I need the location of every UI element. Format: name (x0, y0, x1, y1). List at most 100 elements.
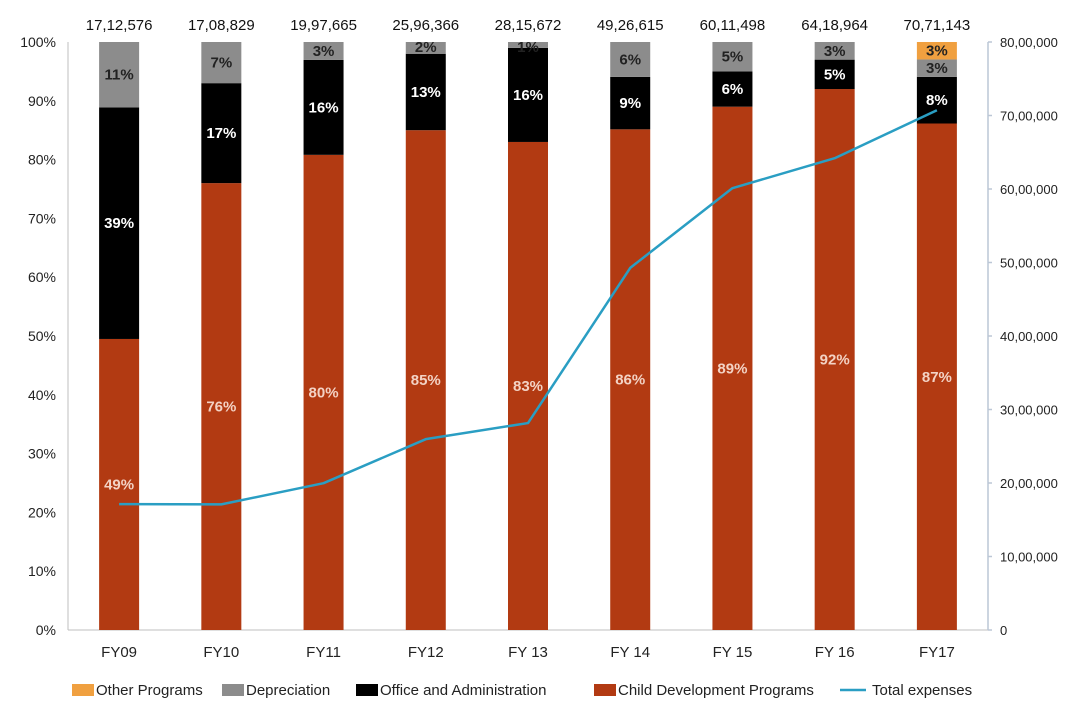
segment-value-label: 17% (206, 125, 236, 142)
right-tick-label: 60,00,000 (1000, 182, 1058, 197)
bar-segment (201, 83, 242, 184)
segment-value-label: 2% (415, 39, 437, 56)
bar-segment (508, 47, 548, 142)
segment-value-label: 3% (824, 43, 846, 60)
right-tick-label: 80,00,000 (1000, 35, 1058, 50)
legend-label: Office and Administration (380, 682, 546, 699)
segment-value-label: 5% (824, 66, 846, 83)
segment-value-label: 92% (820, 352, 850, 369)
total-value-label: 25,96,366 (392, 17, 459, 34)
segment-value-label: 76% (206, 399, 236, 416)
bar-segment (99, 42, 140, 108)
bar-segment (303, 154, 344, 630)
segment-value-label: 85% (411, 372, 441, 389)
right-y-axis: 0 10,00,000 20,00,000 30,00,000 40,00,000 50,… (987, 35, 1058, 638)
total-value-label: 60,11,498 (700, 17, 766, 34)
segment-value-label: 13% (411, 84, 441, 101)
right-tick-label: 40,00,000 (1000, 329, 1058, 344)
segment-value-label: 3% (313, 43, 335, 60)
bar-segment (508, 141, 548, 630)
bar-segment (201, 42, 242, 84)
left-tick-label: 90% (28, 93, 56, 109)
legend-swatch (594, 684, 616, 696)
left-tick-label: 70% (28, 210, 56, 226)
right-tick-label: 20,00,000 (1000, 476, 1058, 491)
bar-segment (712, 106, 753, 631)
total-value-label: 28,15,672 (495, 17, 562, 34)
category-label: FY10 (203, 644, 239, 661)
bar-segment (610, 42, 651, 77)
bar-segment (916, 59, 957, 77)
total-labels-group: 17,12,576 17,08,829 19,97,665 25,96,366 28,1… (86, 17, 971, 34)
total-expenses-line-group (119, 109, 938, 506)
segment-value-label: 6% (619, 51, 641, 68)
total-value-label: 17,08,829 (188, 17, 255, 34)
category-label: FY 15 (713, 644, 753, 661)
category-label: FY09 (101, 644, 137, 661)
total-value-label: 64,18,964 (801, 17, 868, 34)
bar-segment (99, 107, 140, 339)
segment-value-label: 1% (517, 39, 539, 56)
segment-value-label: 3% (926, 60, 948, 77)
legend-swatch (222, 684, 244, 696)
right-tick-label: 30,00,000 (1000, 403, 1058, 418)
bar-segment (916, 42, 957, 60)
segment-value-label: 9% (619, 95, 641, 112)
legend-label: Child Development Programs (618, 682, 814, 699)
segment-value-label: 3% (926, 43, 948, 60)
bars-group (99, 42, 957, 631)
bar-segment (814, 42, 855, 60)
segment-value-label: 39% (104, 215, 134, 232)
left-tick-label: 20% (28, 504, 56, 520)
total-value-label: 70,71,143 (904, 17, 971, 34)
total-value-label: 17,12,576 (86, 17, 153, 34)
legend-label: Other Programs (96, 682, 203, 699)
category-label: FY11 (306, 644, 341, 661)
right-tick-label: 70,00,000 (1000, 109, 1058, 124)
total-value-label: 49,26,615 (597, 17, 664, 34)
bar-segment (712, 42, 753, 72)
legend-swatch (356, 684, 378, 696)
right-tick-label: 10,00,000 (1000, 550, 1058, 565)
bar-segment (814, 59, 855, 90)
bar-segment (712, 71, 753, 107)
bar-segment (303, 42, 344, 60)
category-label: FY 16 (815, 644, 855, 661)
right-tick-label: 50,00,000 (1000, 256, 1058, 271)
bar-segment (916, 123, 957, 631)
bar-segment (508, 42, 548, 48)
bar-segment (405, 53, 446, 131)
bar-segment (405, 42, 446, 54)
legend-label: Total expenses (872, 682, 972, 699)
category-label: FY 14 (610, 644, 650, 661)
segment-value-label: 87% (922, 369, 952, 386)
segment-value-label: 16% (309, 99, 339, 116)
left-tick-label: 60% (28, 269, 56, 285)
segment-value-label: 8% (926, 92, 948, 109)
bar-segment (405, 130, 446, 630)
legend-label: Depreciation (246, 682, 330, 699)
segment-labels-group: 49% 39% 11% 76% 17% 7% 80% 16% 3% 85% 13% 2% 83% 16% 1… (104, 39, 952, 493)
bar-segment (610, 129, 651, 631)
category-label: FY 13 (508, 644, 548, 661)
left-tick-label: 40% (28, 387, 56, 403)
segment-value-label: 6% (722, 81, 744, 98)
bar-segment (814, 89, 855, 631)
segment-value-label: 5% (722, 49, 744, 66)
left-tick-label: 0% (36, 622, 56, 638)
left-tick-label: 10% (28, 563, 56, 579)
legend: Other Programs Depreciation Office and Adm… (72, 682, 972, 699)
right-tick-label: 0 (1000, 623, 1007, 638)
category-label: FY17 (919, 644, 955, 661)
category-labels-group: FY09 FY10 FY11 FY12 FY 13 FY 14 FY 15 FY 16 FY17 (101, 644, 955, 661)
segment-value-label: 80% (309, 384, 339, 401)
total-value-label: 19,97,665 (290, 17, 357, 34)
category-label: FY12 (408, 644, 444, 661)
left-tick-label: 100% (20, 34, 56, 50)
segment-value-label: 49% (104, 476, 134, 493)
segment-value-label: 86% (615, 372, 645, 389)
legend-swatch (72, 684, 94, 696)
bar-segment (99, 338, 140, 630)
bar-segment (610, 76, 651, 130)
